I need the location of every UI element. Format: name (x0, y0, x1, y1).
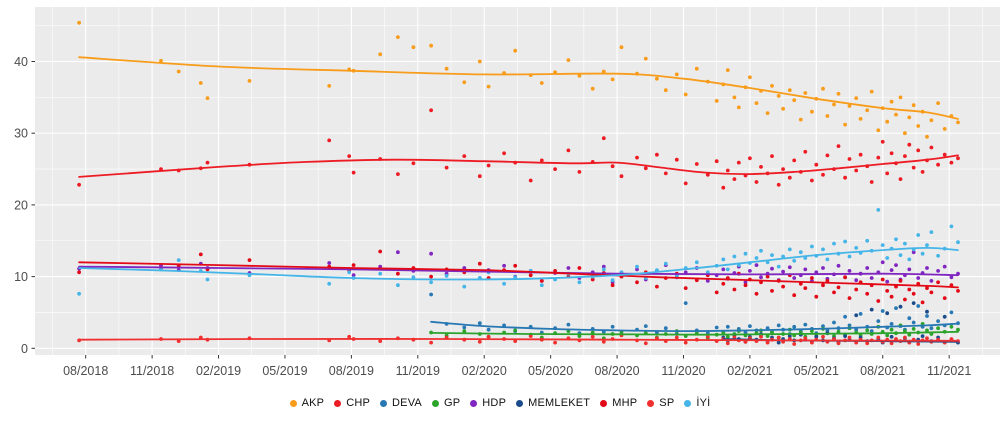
legend-item-iyi: İYİ (684, 397, 710, 409)
legend-label: MEMLEKET (528, 397, 591, 409)
x-tick-label: 05/2020 (528, 364, 573, 378)
x-tick-label: 02/2020 (462, 364, 507, 378)
legend-label: AKP (301, 397, 325, 409)
trend-deva (430, 320, 959, 333)
trend-akp (78, 56, 959, 120)
x-tick-label: 08/2019 (329, 364, 374, 378)
trend-mhp (78, 261, 959, 289)
x-tick-label: 05/2021 (794, 364, 839, 378)
legend-item-hdp: HDP (470, 397, 506, 409)
y-tick-label: 20 (14, 198, 28, 212)
y-tick-label: 30 (14, 127, 28, 141)
legend-item-chp: CHP (334, 397, 370, 409)
legend-label: SP (659, 397, 675, 409)
legend-label: GP (443, 397, 461, 409)
legend-dot-icon (600, 399, 608, 407)
trend-gp (430, 330, 959, 336)
axes: 0 10 20 30 40 08/2018 11/2018 02/2019 05/2019 08/… (14, 55, 971, 378)
legend-dot-icon (647, 399, 655, 407)
x-tick-label: 11/2019 (396, 364, 440, 378)
x-tick-label: 08/2021 (860, 364, 905, 378)
legend-item-mhp: MHP (600, 397, 637, 409)
trend-i̇yi̇ (78, 246, 959, 281)
x-tick-label: 11/2021 (927, 364, 971, 378)
legend-label: MHP (612, 397, 638, 409)
legend-item-sp: SP (647, 397, 674, 409)
legend-dot-icon (470, 399, 478, 407)
legend-label: HDP (482, 397, 507, 409)
legend-dot-icon (431, 399, 439, 407)
legend-label: DEVA (392, 397, 422, 409)
legend-dot-icon (380, 399, 388, 407)
x-tick-label: 08/2018 (63, 364, 108, 378)
x-tick-label: 05/2019 (262, 364, 307, 378)
y-tick-label: 0 (21, 342, 28, 356)
y-tick-label: 10 (14, 270, 28, 284)
x-tick-label: 11/2020 (661, 364, 705, 378)
x-tick-label: 11/2018 (130, 364, 174, 378)
legend-item-gp: GP (431, 397, 461, 409)
trend-lines (78, 56, 959, 343)
y-tick-label: 40 (14, 55, 28, 69)
legend-item-deva: DEVA (380, 397, 422, 409)
x-tick-label: 02/2019 (196, 364, 241, 378)
legend-dot-icon (289, 399, 297, 407)
legend-dot-icon (684, 399, 692, 407)
chart-legend: AKP CHP DEVA GP HDP MEMLEKET MHP SP İYİ (0, 397, 1000, 409)
legend-item-memleket: MEMLEKET (516, 397, 590, 409)
legend-dot-icon (516, 399, 524, 407)
trend-sp (78, 338, 959, 342)
legend-label: İYİ (696, 397, 711, 409)
legend-label: CHP (346, 397, 371, 409)
chart-canvas: 0 10 20 30 40 08/2018 11/2018 02/2019 05/2019 08/… (14, 7, 1000, 378)
x-tick-label: 08/2020 (594, 364, 639, 378)
x-tick-label: 02/2021 (727, 364, 772, 378)
legend-item-akp: AKP (289, 397, 325, 409)
legend-dot-icon (334, 399, 342, 407)
trend-chp (78, 154, 959, 178)
